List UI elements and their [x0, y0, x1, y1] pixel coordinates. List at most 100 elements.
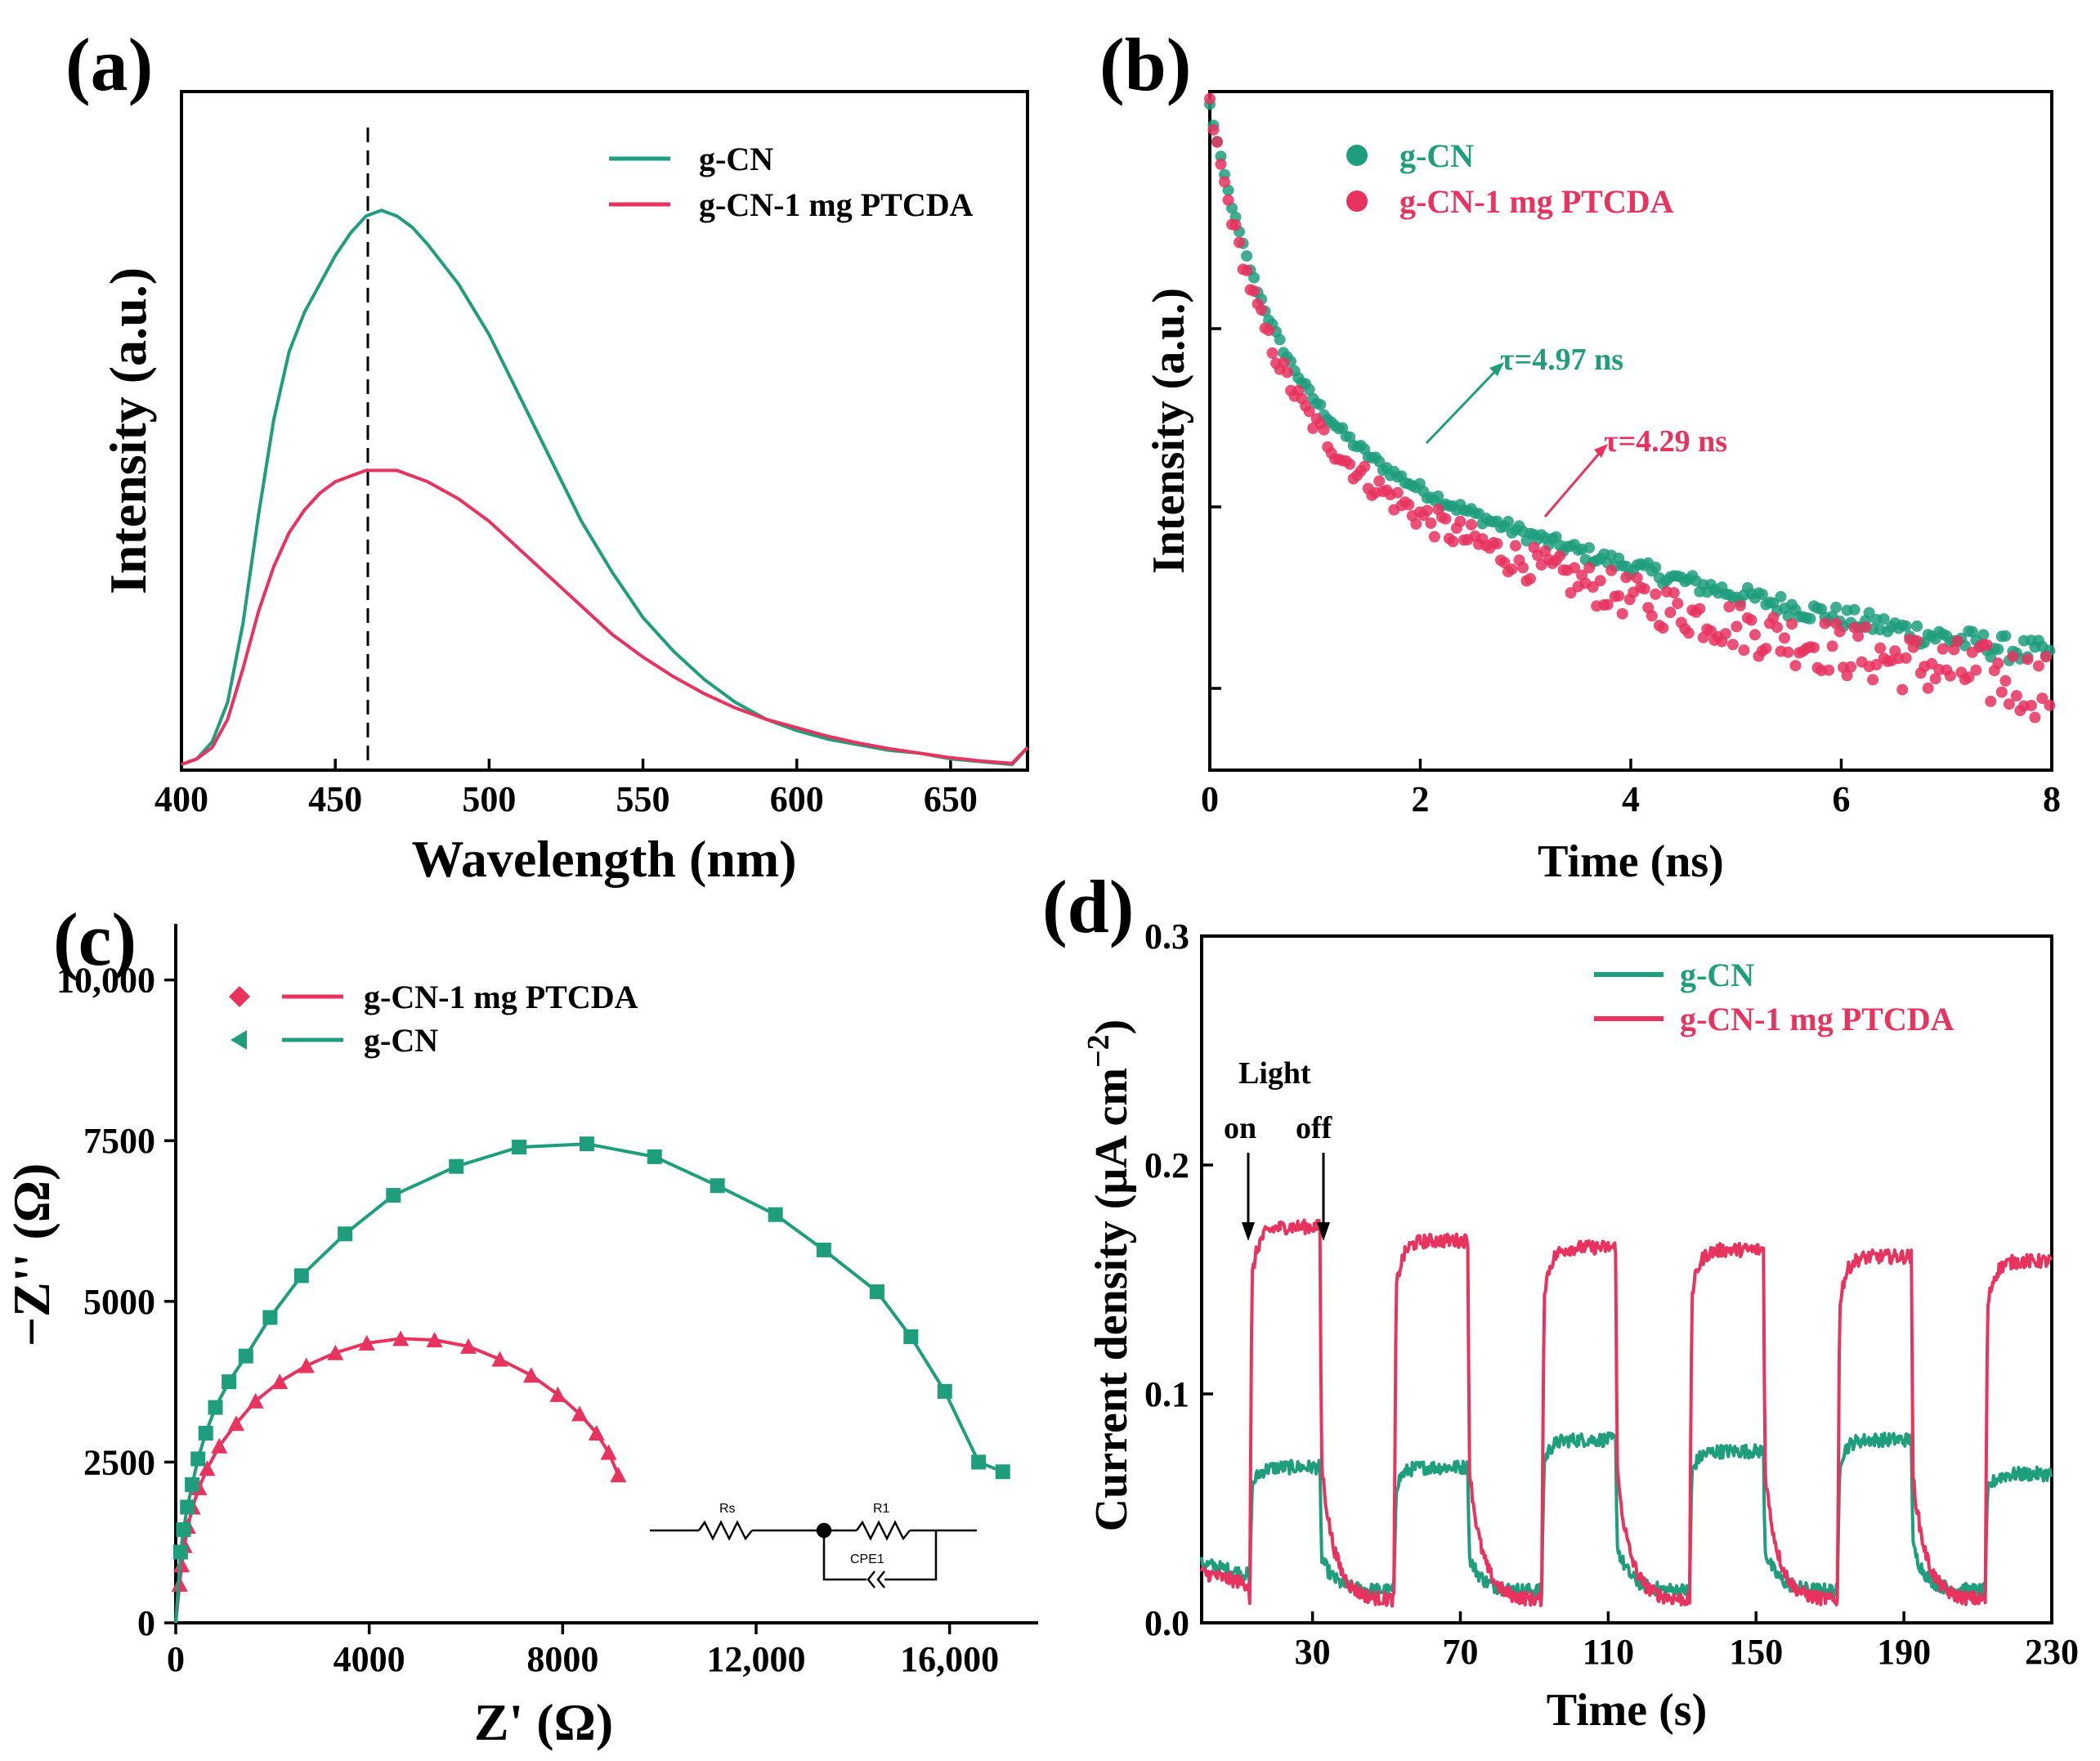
- ytick-label: 0.1: [1144, 1374, 1189, 1414]
- data-point: [1863, 607, 1875, 619]
- data-point: [1631, 571, 1643, 584]
- data-point: [1510, 540, 1521, 552]
- data-point: [1454, 515, 1466, 527]
- data-point: [1314, 399, 1327, 410]
- panel-a-label: (a): [65, 23, 153, 106]
- data-point: [1834, 625, 1846, 638]
- data-point: [1428, 531, 1440, 543]
- data-point: [1719, 628, 1731, 640]
- data-point: [185, 1476, 200, 1492]
- data-point: [208, 1400, 223, 1415]
- data-point: [1760, 643, 1772, 655]
- data-point: [1745, 614, 1757, 626]
- panel-c-ylabel: −Z'' (Ω): [2, 1163, 60, 1347]
- data-point: [1723, 601, 1735, 613]
- data-point: [2007, 651, 2019, 663]
- panel-d-label: (d): [1042, 865, 1134, 948]
- panel-a-xticks: 400 450 500 550 600 650: [154, 759, 978, 819]
- xtick-label: 500: [462, 779, 516, 819]
- cpe-icon: [866, 1571, 875, 1588]
- data-point: [227, 1415, 244, 1432]
- series-line-ptcda: [181, 468, 1029, 766]
- legend-marker-ptcda: [229, 986, 250, 1007]
- data-point: [1241, 250, 1253, 262]
- rs-resistor-icon: [697, 1520, 753, 1541]
- data-point: [1779, 632, 1790, 644]
- data-point: [1211, 136, 1223, 148]
- xtick-label: 150: [1729, 1632, 1783, 1672]
- data-point: [1937, 643, 1949, 655]
- tau-ptcda-arrow: [1543, 447, 1605, 518]
- data-point: [1432, 490, 1444, 502]
- data-point: [1266, 347, 1278, 359]
- panel-a-series: [181, 208, 1029, 767]
- data-point: [1808, 642, 1820, 654]
- data-point: [1391, 486, 1404, 499]
- xtick-label: 4000: [334, 1639, 405, 1679]
- data-point: [293, 1268, 309, 1284]
- data-point: [199, 1460, 216, 1476]
- legend-label-ptcda: g-CN-1 mg PTCDA: [1680, 1001, 1954, 1037]
- data-point: [1694, 603, 1706, 615]
- data-point: [211, 1437, 228, 1454]
- ytick-label: 7500: [83, 1121, 155, 1161]
- data-point: [1826, 640, 1838, 652]
- xtick-label: 30: [1295, 1632, 1331, 1672]
- series-points-ptcda: [1204, 92, 2056, 724]
- data-point: [1682, 627, 1695, 639]
- xtick-label: 550: [616, 779, 670, 819]
- data-point: [1999, 674, 2012, 687]
- ytick-label: 0.3: [1144, 916, 1189, 957]
- data-point: [1771, 621, 1783, 634]
- data-point: [1848, 621, 1860, 634]
- data-point: [522, 1367, 540, 1383]
- data-point: [1804, 612, 1816, 625]
- data-point: [1767, 612, 1780, 624]
- data-point: [1256, 304, 1268, 316]
- data-point: [1601, 598, 1614, 611]
- legend-marker-gcn: [1346, 145, 1368, 166]
- series-line-gcn: [181, 208, 1029, 767]
- data-point: [710, 1178, 725, 1194]
- data-point: [190, 1451, 206, 1467]
- data-point: [2040, 651, 2052, 663]
- circuit-cpe-label: CPE1: [850, 1553, 884, 1566]
- data-point: [222, 1374, 237, 1390]
- panel-b-label: (b): [1099, 23, 1191, 106]
- legend-label-ptcda: g-CN-1 mg PTCDA: [699, 186, 974, 223]
- panel-d-series: [1200, 1218, 2053, 1608]
- data-point: [1410, 518, 1422, 530]
- ytick-label: 0.2: [1144, 1145, 1189, 1185]
- data-point: [1731, 621, 1743, 633]
- light-off-label: off: [1296, 1111, 1333, 1145]
- data-point: [971, 1454, 987, 1470]
- data-point: [2029, 711, 2041, 724]
- data-point: [1672, 598, 1684, 610]
- panel-c-label: (c): [53, 898, 137, 981]
- r1-resistor-icon: [855, 1520, 911, 1541]
- data-point: [1646, 610, 1658, 622]
- data-point: [571, 1405, 589, 1422]
- data-point: [1204, 92, 1216, 105]
- data-point: [1650, 562, 1662, 573]
- data-point: [1263, 325, 1275, 336]
- data-point: [386, 1188, 401, 1203]
- data-point: [1281, 366, 1293, 379]
- data-point: [1668, 587, 1680, 599]
- xtick-label: 0: [1201, 779, 1219, 819]
- data-point: [1465, 518, 1477, 531]
- data-point: [1303, 406, 1315, 418]
- legend-label-gcn: g-CN: [699, 141, 773, 177]
- xtick-label: 110: [1583, 1632, 1635, 1672]
- data-point: [173, 1557, 190, 1573]
- xtick-label: 2: [1412, 779, 1430, 819]
- data-point: [1359, 460, 1371, 473]
- data-point: [172, 1544, 188, 1560]
- data-point: [1517, 562, 1529, 574]
- legend-label-gcn: g-CN: [1680, 957, 1754, 993]
- tau-gcn-arrow: [1425, 365, 1502, 445]
- panel-b-series: [1204, 92, 2056, 724]
- data-point: [579, 1136, 594, 1152]
- data-point: [1638, 583, 1650, 595]
- data-point: [1977, 629, 1990, 641]
